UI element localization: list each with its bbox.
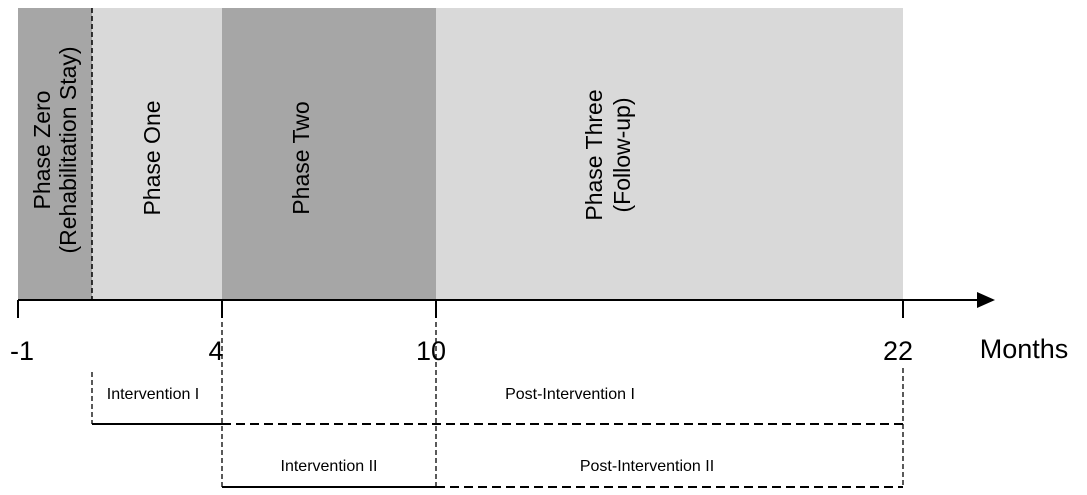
period-label: Post-Intervention II [580,458,714,475]
phase-zero-block [18,8,92,300]
period-labels: Intervention I Post-Intervention I Inter… [107,386,714,475]
phase-label: (Follow-up) [609,97,635,212]
phase-one-block [92,8,222,300]
phase-label: Phase Two [288,101,314,214]
tick-labels: -1 4 10 22 Months [10,334,1068,366]
phase-labels: Phase Zero (Rehabilitation Stay) Phase O… [29,46,635,253]
tick-label: 22 [883,336,913,366]
period-lines [92,423,903,488]
axis-unit: Months [980,334,1069,364]
phase-label: (Rehabilitation Stay) [55,46,81,253]
phase-label: Phase One [139,100,165,215]
phase-blocks [18,8,903,300]
phase-label: Phase Three [581,89,607,220]
period-dividers [91,322,904,488]
tick-label: 10 [416,336,446,366]
tick-label: -1 [10,336,34,366]
time-axis [17,292,995,318]
period-label: Post-Intervention I [505,386,635,403]
period-label: Intervention I [107,386,200,403]
phase-label: Phase Zero [29,91,55,210]
phase-three-block [436,8,903,300]
period-label: Intervention II [281,458,378,475]
phase-two-block [222,8,436,300]
tick-label: 4 [208,336,223,366]
